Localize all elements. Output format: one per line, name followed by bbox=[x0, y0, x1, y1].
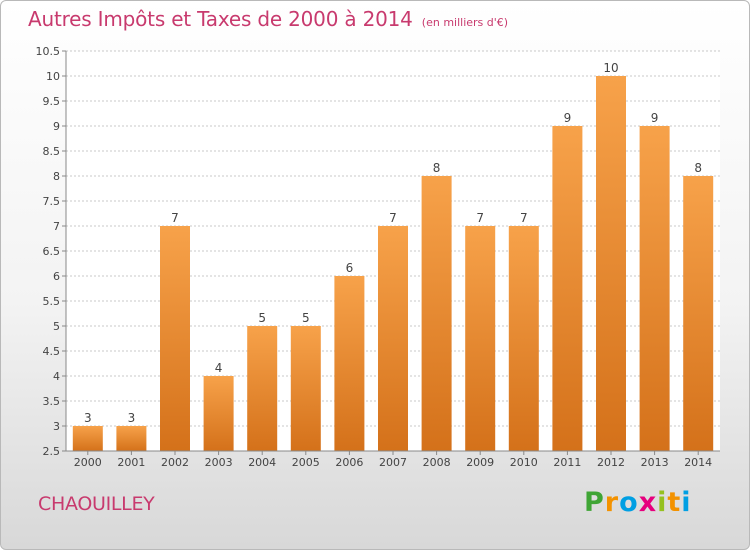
logo-letter: i bbox=[657, 487, 668, 518]
bar bbox=[683, 176, 714, 451]
logo-letter: o bbox=[619, 487, 639, 518]
y-tick-label: 10.5 bbox=[36, 45, 61, 58]
y-tick-label: 4.5 bbox=[43, 345, 61, 358]
x-tick-label: 2013 bbox=[641, 456, 669, 469]
logo-letter: t bbox=[667, 487, 682, 518]
chart-title-main: Autres Impôts et Taxes de 2000 à 2014 bbox=[28, 7, 413, 31]
chart-title: Autres Impôts et Taxes de 2000 à 2014 (e… bbox=[28, 7, 508, 31]
bar-value-label: 5 bbox=[258, 311, 266, 325]
x-tick-label: 2001 bbox=[117, 456, 145, 469]
x-tick-label: 2011 bbox=[553, 456, 581, 469]
bar-value-label: 10 bbox=[603, 61, 618, 75]
bar bbox=[160, 226, 190, 451]
proxiti-logo[interactable]: Proxiti bbox=[584, 487, 692, 518]
x-tick-label: 2012 bbox=[597, 456, 625, 469]
bar-value-label: 8 bbox=[694, 161, 702, 175]
x-tick-label: 2007 bbox=[379, 456, 407, 469]
y-tick-label: 7 bbox=[53, 220, 60, 233]
bar bbox=[290, 326, 321, 451]
commune-name: CHAOUILLEY bbox=[38, 493, 155, 515]
y-tick-label: 2.5 bbox=[43, 445, 61, 458]
y-tick-label: 6 bbox=[53, 270, 60, 283]
y-tick-label: 10 bbox=[46, 70, 60, 83]
logo-letter: x bbox=[638, 487, 658, 518]
x-tick-label: 2010 bbox=[510, 456, 538, 469]
bar-value-label: 9 bbox=[651, 111, 659, 125]
logo-letter: P bbox=[584, 487, 605, 518]
bar bbox=[203, 376, 234, 451]
y-tick-label: 9.5 bbox=[43, 95, 61, 108]
bar bbox=[378, 226, 408, 451]
logo-letter: r bbox=[604, 487, 620, 518]
bar-value-label: 7 bbox=[171, 211, 179, 225]
bar-value-label: 7 bbox=[520, 211, 528, 225]
y-tick-label: 6.5 bbox=[43, 245, 61, 258]
bar bbox=[465, 226, 496, 451]
y-tick-label: 3.5 bbox=[43, 395, 61, 408]
x-tick-label: 2003 bbox=[205, 456, 233, 469]
bar-value-label: 3 bbox=[128, 411, 136, 425]
chart-title-unit: (en milliers d'€) bbox=[421, 16, 509, 29]
y-tick-label: 7.5 bbox=[43, 195, 61, 208]
bar-value-label: 8 bbox=[433, 161, 441, 175]
bar bbox=[421, 176, 452, 451]
y-tick-label: 5.5 bbox=[43, 295, 61, 308]
y-tick-label: 3 bbox=[53, 420, 60, 433]
bar bbox=[72, 426, 103, 451]
y-tick-label: 8.5 bbox=[43, 145, 61, 158]
y-tick-label: 9 bbox=[53, 120, 60, 133]
x-tick-label: 2000 bbox=[74, 456, 102, 469]
bar bbox=[639, 126, 670, 451]
bar bbox=[334, 276, 365, 451]
x-tick-label: 2005 bbox=[292, 456, 320, 469]
x-tick-label: 2006 bbox=[335, 456, 363, 469]
bar bbox=[116, 426, 147, 451]
logo-letter: i bbox=[681, 487, 692, 518]
bar-value-label: 7 bbox=[476, 211, 484, 225]
bar-value-label: 7 bbox=[389, 211, 397, 225]
bar-value-label: 3 bbox=[84, 411, 92, 425]
bar bbox=[508, 226, 539, 451]
x-tick-label: 2004 bbox=[248, 456, 276, 469]
bar-value-label: 6 bbox=[346, 261, 354, 275]
bar-value-label: 4 bbox=[215, 361, 223, 375]
x-tick-label: 2009 bbox=[466, 456, 494, 469]
x-tick-label: 2014 bbox=[684, 456, 712, 469]
y-tick-label: 4 bbox=[53, 370, 60, 383]
x-tick-label: 2002 bbox=[161, 456, 189, 469]
x-tick-label: 2008 bbox=[423, 456, 451, 469]
y-tick-label: 5 bbox=[53, 320, 60, 333]
bar bbox=[247, 326, 278, 451]
bar bbox=[552, 126, 583, 451]
bar-value-label: 5 bbox=[302, 311, 310, 325]
y-tick-label: 8 bbox=[53, 170, 60, 183]
bar-value-label: 9 bbox=[564, 111, 572, 125]
bar bbox=[596, 76, 626, 451]
